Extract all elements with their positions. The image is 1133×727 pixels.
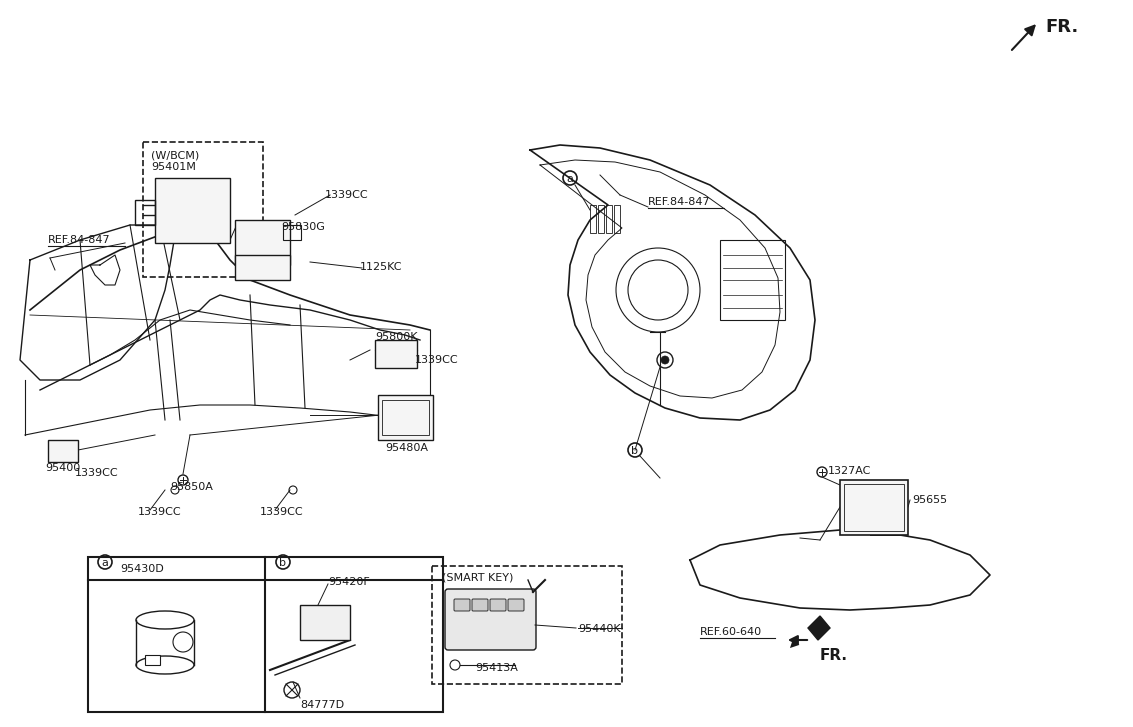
Text: (W/BCM): (W/BCM)	[151, 150, 199, 160]
Text: a: a	[566, 174, 573, 184]
Text: FR.: FR.	[820, 648, 847, 663]
Bar	[378, 395, 433, 440]
FancyBboxPatch shape	[472, 599, 488, 611]
Bar	[48, 440, 78, 462]
Bar	[382, 400, 429, 435]
Text: a: a	[102, 558, 109, 568]
Text: 84777D: 84777D	[300, 700, 344, 710]
FancyBboxPatch shape	[508, 599, 523, 611]
Text: 95655: 95655	[912, 495, 947, 505]
Text: b: b	[280, 558, 287, 568]
Text: 95850A: 95850A	[170, 482, 213, 492]
Bar	[606, 205, 612, 233]
Bar	[88, 557, 443, 712]
Bar	[235, 255, 290, 280]
Bar	[145, 655, 160, 665]
Text: 95830G: 95830G	[281, 222, 325, 232]
Text: b: b	[631, 446, 639, 456]
Text: 1327AC: 1327AC	[828, 466, 871, 476]
Text: (SMART KEY): (SMART KEY)	[442, 572, 513, 582]
Text: REF.60-640: REF.60-640	[700, 627, 763, 637]
Text: 1339CC: 1339CC	[415, 355, 459, 365]
Bar	[590, 205, 596, 233]
Text: 95420F: 95420F	[327, 577, 369, 587]
Text: 95401M: 95401M	[151, 162, 196, 172]
Bar	[375, 340, 417, 368]
Text: 95800K: 95800K	[375, 332, 417, 342]
Bar	[719, 240, 785, 320]
Bar	[614, 205, 620, 233]
Text: FR.: FR.	[1045, 18, 1079, 36]
Bar	[840, 480, 908, 535]
Bar	[155, 178, 230, 243]
FancyBboxPatch shape	[445, 589, 536, 650]
Text: 95400: 95400	[45, 463, 80, 473]
Bar	[135, 200, 155, 225]
FancyBboxPatch shape	[489, 599, 506, 611]
Bar	[432, 566, 622, 684]
FancyBboxPatch shape	[454, 599, 470, 611]
Text: 1125KC: 1125KC	[360, 262, 402, 272]
Text: 1339CC: 1339CC	[325, 190, 368, 200]
Bar	[283, 225, 301, 240]
Circle shape	[661, 356, 668, 364]
Polygon shape	[808, 616, 830, 640]
Text: 95480A: 95480A	[385, 443, 428, 453]
Text: 1339CC: 1339CC	[138, 507, 181, 517]
Bar	[300, 605, 350, 640]
Text: REF.84-847: REF.84-847	[48, 235, 111, 245]
Text: 95413A: 95413A	[475, 663, 518, 673]
Text: 95440K: 95440K	[578, 624, 621, 634]
Text: 95430D: 95430D	[120, 564, 164, 574]
Bar	[598, 205, 604, 233]
Bar	[143, 142, 263, 277]
Bar	[235, 220, 290, 265]
Text: 1339CC: 1339CC	[75, 468, 119, 478]
Bar	[844, 484, 904, 531]
Text: 1339CC: 1339CC	[259, 507, 304, 517]
Text: REF.84-847: REF.84-847	[648, 197, 710, 207]
